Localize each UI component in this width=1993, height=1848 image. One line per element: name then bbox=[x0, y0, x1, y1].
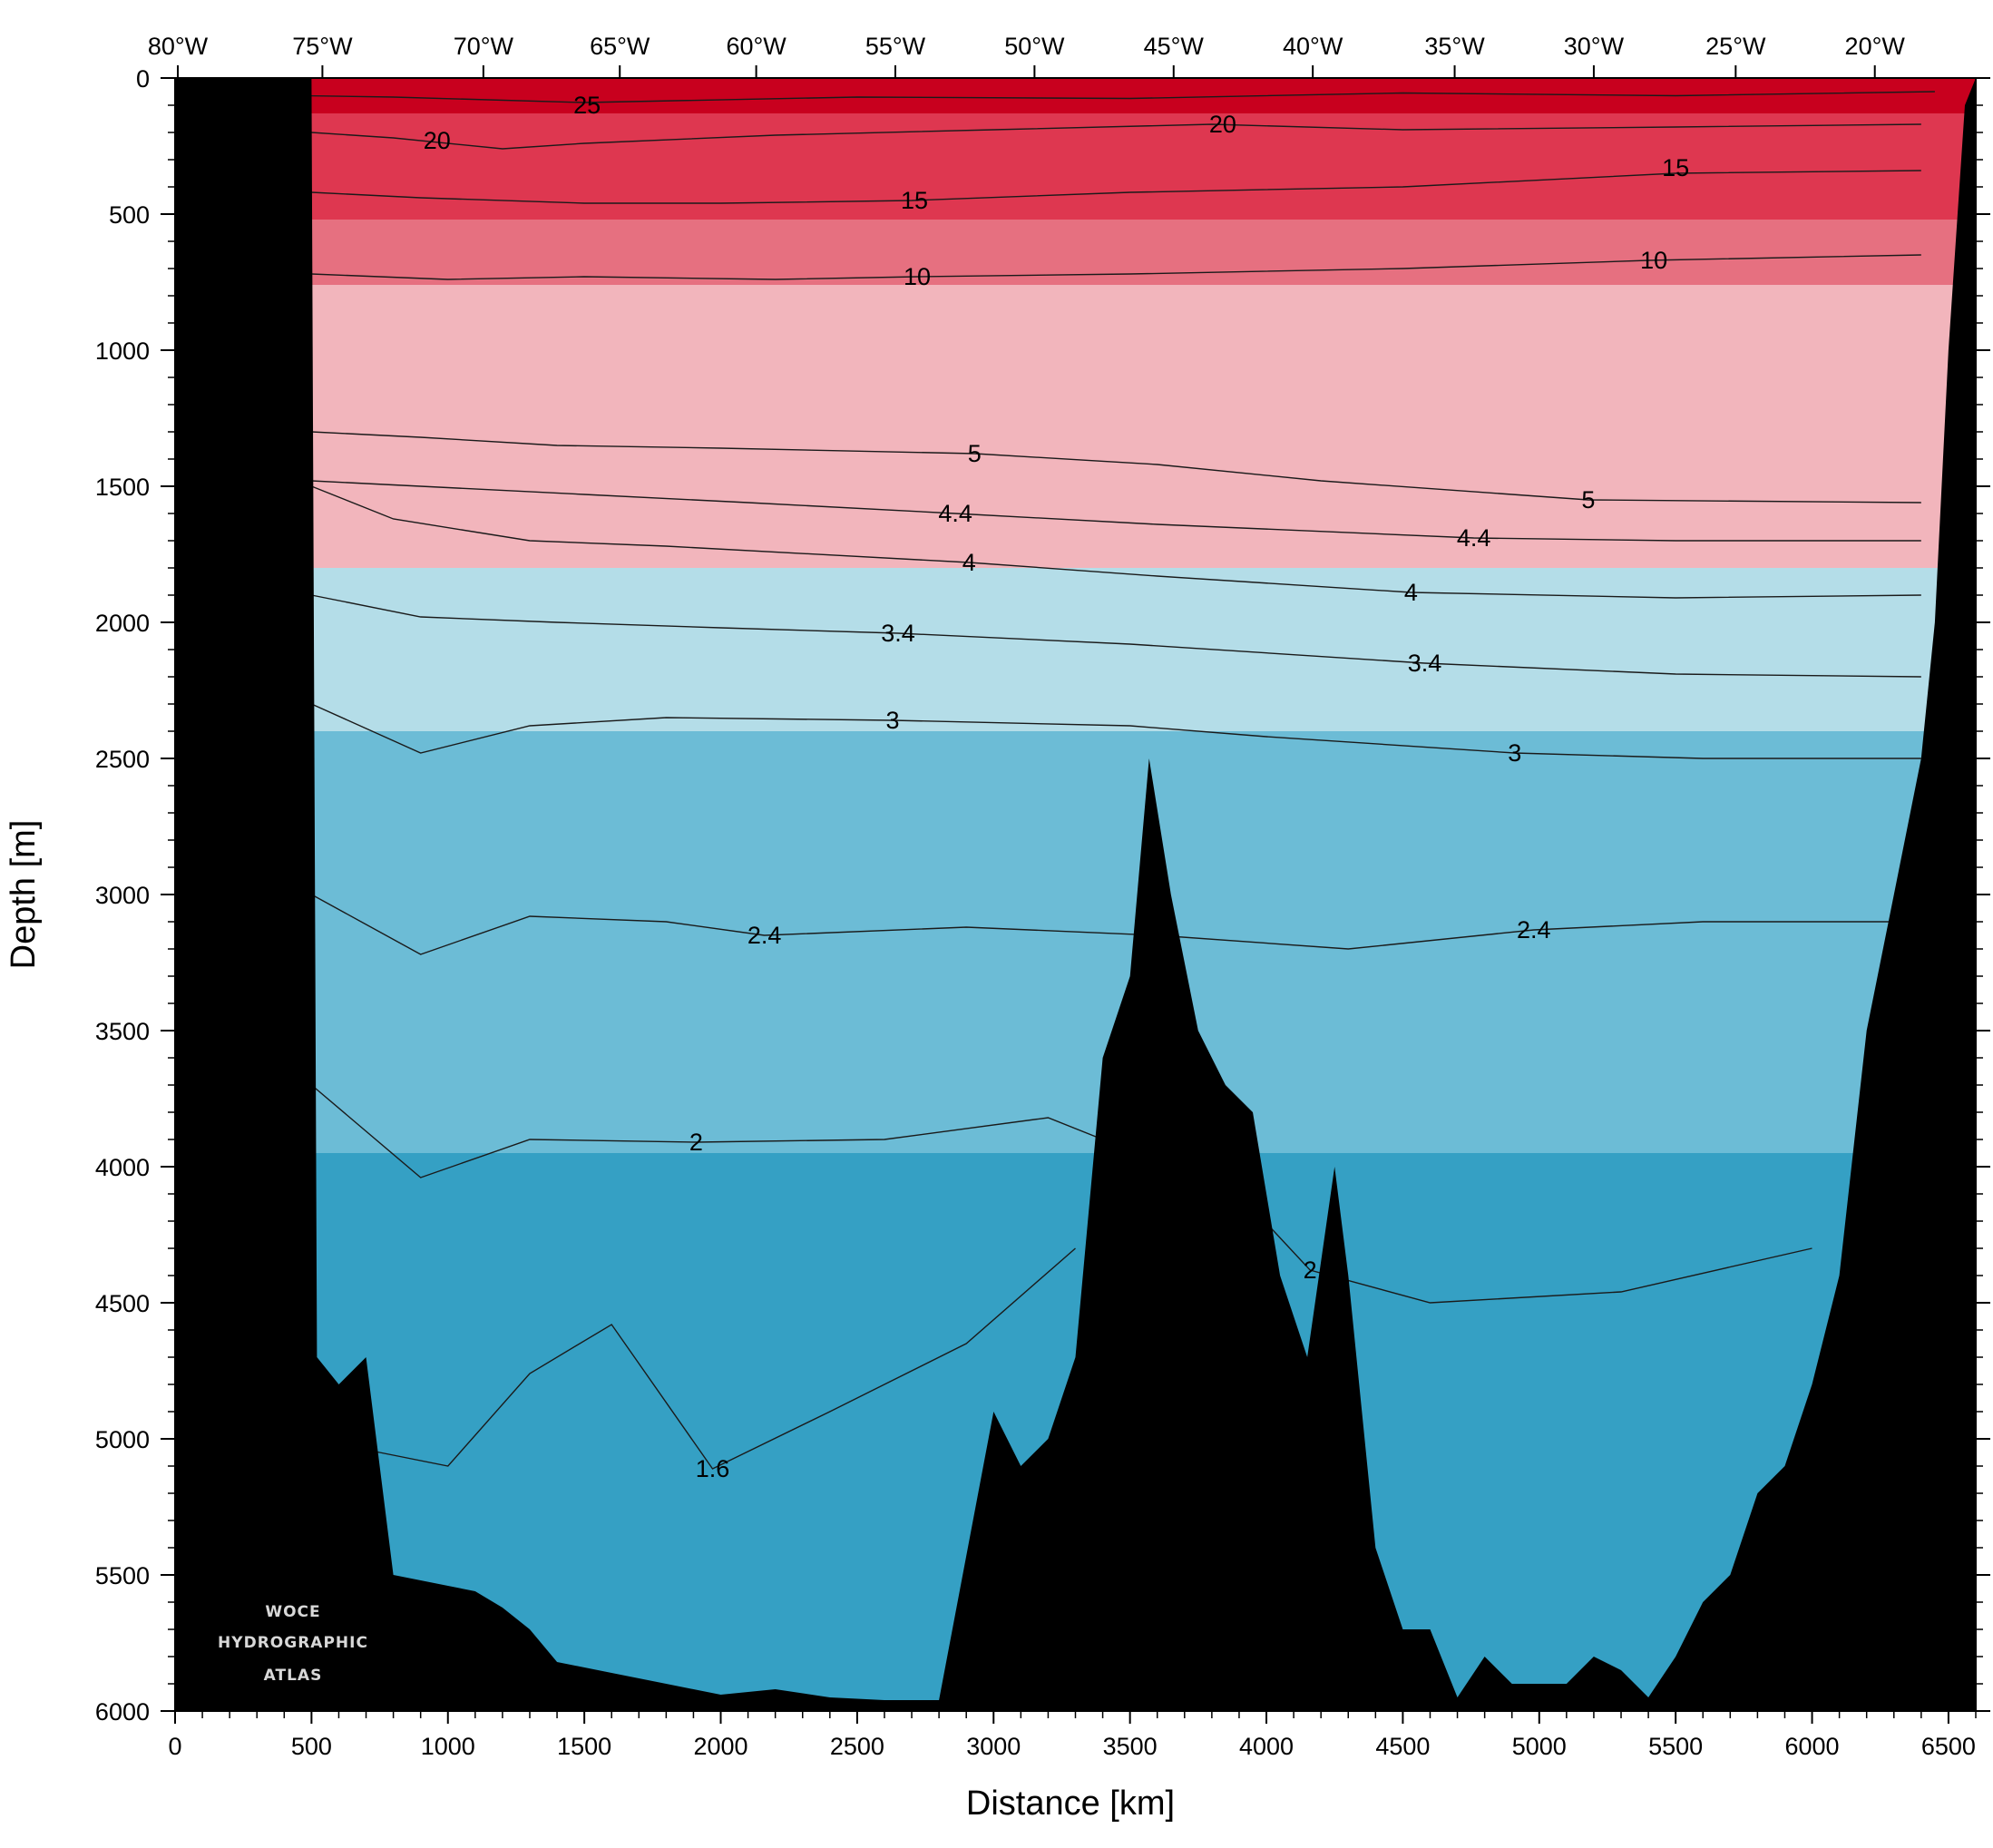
color-band-5 bbox=[175, 731, 1976, 1154]
x-tick-label: 4000 bbox=[1239, 1733, 1294, 1760]
isotherm-label: 25 bbox=[573, 92, 601, 119]
color-band-1 bbox=[175, 113, 1976, 220]
longitude-tick-label: 55°W bbox=[865, 33, 926, 60]
watermark-line-1: WOCE bbox=[265, 1603, 320, 1621]
isotherm-label: 10 bbox=[1640, 247, 1667, 274]
longitude-tick-label: 50°W bbox=[1004, 33, 1065, 60]
isotherm-label: 15 bbox=[901, 187, 928, 214]
isotherm-label: 3.4 bbox=[1408, 650, 1442, 677]
isotherm-10 bbox=[311, 254, 1921, 280]
isotherm-label: 2 bbox=[1304, 1256, 1317, 1284]
x-tick-label: 6000 bbox=[1785, 1733, 1840, 1760]
isotherm-2-4 bbox=[311, 894, 1921, 955]
longitude-tick-label: 60°W bbox=[726, 33, 786, 60]
y-tick-label: 1000 bbox=[95, 337, 150, 365]
watermark-line-3: ATLAS bbox=[264, 1667, 323, 1685]
isotherm-label: 4.4 bbox=[1457, 524, 1491, 552]
y-tick-label: 5000 bbox=[95, 1426, 150, 1453]
isotherm-label: 4 bbox=[962, 549, 976, 576]
y-tick-label: 5500 bbox=[95, 1562, 150, 1589]
isotherm-label: 5 bbox=[968, 440, 982, 467]
isotherm-20 bbox=[311, 123, 1921, 150]
color-band-3 bbox=[175, 285, 1976, 569]
isotherm-label: 20 bbox=[1209, 111, 1236, 138]
isotherm-2 bbox=[310, 1084, 1812, 1304]
x-tick-label: 4500 bbox=[1375, 1733, 1430, 1760]
x-tick-label: 6500 bbox=[1921, 1733, 1976, 1760]
isotherm-label: 4.4 bbox=[938, 500, 972, 527]
x-tick-label: 5500 bbox=[1648, 1733, 1703, 1760]
x-tick-label: 1000 bbox=[421, 1733, 475, 1760]
y-tick-label: 1500 bbox=[95, 474, 150, 501]
isotherm-label: 5 bbox=[1581, 486, 1595, 513]
woce-watermark: WOCE HYDROGRAPHIC ATLAS bbox=[218, 1603, 368, 1685]
plot-area bbox=[175, 78, 1976, 1711]
watermark-line-2: HYDROGRAPHIC bbox=[218, 1634, 368, 1652]
longitude-tick-label: 35°W bbox=[1424, 33, 1485, 60]
x-tick-label: 3500 bbox=[1103, 1733, 1158, 1760]
isotherm-label: 2 bbox=[689, 1129, 703, 1156]
x-tick-label: 500 bbox=[291, 1733, 332, 1760]
isotherm-15 bbox=[311, 170, 1921, 204]
axes: 0 500 1000 1500 2000 2500 3000 3500 4000 4500 5000… bbox=[95, 33, 1990, 1760]
isotherm-labels: 25 20 20 15 15 10 10 5 5 4.4 4.4 4 4 3.4 3.4 3 3 2.4 2.4 2 2… bbox=[424, 92, 1689, 1482]
isotherm-label: 4 bbox=[1404, 579, 1418, 606]
y-tick-label: 4000 bbox=[95, 1154, 150, 1181]
y-tick-label: 6000 bbox=[95, 1698, 150, 1726]
isotherm-4-4 bbox=[311, 480, 1921, 542]
color-band-0 bbox=[175, 78, 1976, 114]
isotherm-label: 2.4 bbox=[747, 922, 782, 949]
x-tick-label: 3000 bbox=[966, 1733, 1021, 1760]
color-band-4 bbox=[175, 568, 1976, 732]
bathymetry bbox=[175, 78, 1976, 1711]
longitude-tick-label: 80°W bbox=[148, 33, 209, 60]
isotherm-label: 3 bbox=[1508, 739, 1521, 767]
y-tick-label: 0 bbox=[136, 65, 150, 93]
y-axis-title: Depth [m] bbox=[5, 820, 43, 970]
longitude-tick-label: 75°W bbox=[292, 33, 353, 60]
y-tick-label: 3500 bbox=[95, 1018, 150, 1045]
isotherm-label: 3.4 bbox=[881, 620, 915, 647]
y-tick-label: 2500 bbox=[95, 746, 150, 773]
longitude-tick-label: 65°W bbox=[590, 33, 650, 60]
x-axis-title: Distance [km] bbox=[966, 1784, 1175, 1823]
longitude-tick-label: 20°W bbox=[1845, 33, 1906, 60]
y-tick-label: 500 bbox=[109, 201, 150, 229]
isotherm-lines bbox=[210, 91, 1935, 1470]
longitude-tick-label: 30°W bbox=[1564, 33, 1625, 60]
longitude-tick-label: 25°W bbox=[1705, 33, 1766, 60]
isotherm-3 bbox=[311, 703, 1921, 759]
isotherm-label: 15 bbox=[1662, 154, 1689, 181]
x-tick-label: 1500 bbox=[557, 1733, 611, 1760]
isotherm-5 bbox=[311, 431, 1921, 504]
color-bands bbox=[175, 78, 1976, 1711]
longitude-tick-label: 40°W bbox=[1283, 33, 1343, 60]
y-tick-label: 3000 bbox=[95, 882, 150, 909]
y-tick-label: 2000 bbox=[95, 610, 150, 637]
color-band-2 bbox=[175, 220, 1976, 286]
isotherm-label: 2.4 bbox=[1517, 916, 1551, 944]
y-tick-label: 4500 bbox=[95, 1290, 150, 1317]
isotherm-label: 10 bbox=[904, 263, 931, 290]
x-tick-label: 2500 bbox=[830, 1733, 884, 1760]
isotherm-label: 1.6 bbox=[696, 1455, 730, 1482]
isotherm-25 bbox=[210, 91, 1935, 103]
isotherm-4 bbox=[311, 485, 1921, 599]
seafloor-silhouette bbox=[175, 78, 1976, 1711]
isotherm-3-4 bbox=[311, 594, 1921, 678]
longitude-tick-label: 45°W bbox=[1144, 33, 1205, 60]
x-tick-label: 0 bbox=[168, 1733, 181, 1760]
isotherm-label: 3 bbox=[885, 707, 899, 734]
x-tick-label: 2000 bbox=[693, 1733, 747, 1760]
isotherm-1-6 bbox=[366, 1247, 1076, 1470]
isotherm-label: 20 bbox=[424, 127, 451, 154]
longitude-tick-label: 70°W bbox=[454, 33, 514, 60]
x-tick-label: 5000 bbox=[1512, 1733, 1567, 1760]
